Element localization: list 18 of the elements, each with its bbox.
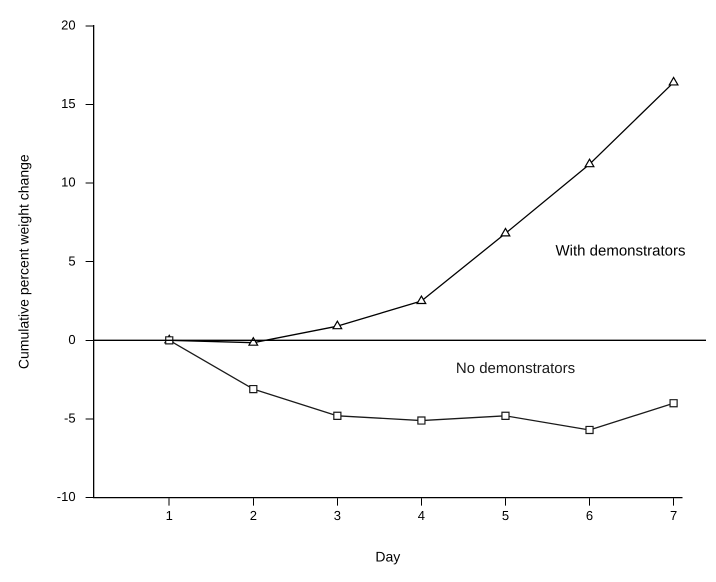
text: With demonstrators <box>555 242 686 260</box>
y-tick-label: 15 <box>61 96 76 112</box>
y-tick-label: 0 <box>68 332 76 347</box>
y-tick-label: -10 <box>56 489 76 504</box>
text: No demonstrators <box>456 360 576 377</box>
x-tick-label: 6 <box>586 508 594 523</box>
y-tick-label: 20 <box>61 17 76 32</box>
x-tick-label: 7 <box>670 508 678 523</box>
y-tick-label: -5 <box>64 410 76 426</box>
x-axis-title: Day <box>375 548 400 564</box>
x-tick-label: 2 <box>250 508 257 523</box>
y-axis-title: Cumulative percent weight change <box>15 154 32 370</box>
x-tick-label: 5 <box>502 508 510 523</box>
x-tick-label: 1 <box>166 508 173 523</box>
y-tick-label: 5 <box>68 253 76 268</box>
x-tick-label: 4 <box>418 508 426 523</box>
y-tick-label: 10 <box>61 174 76 190</box>
x-tick-label: 3 <box>334 508 341 523</box>
